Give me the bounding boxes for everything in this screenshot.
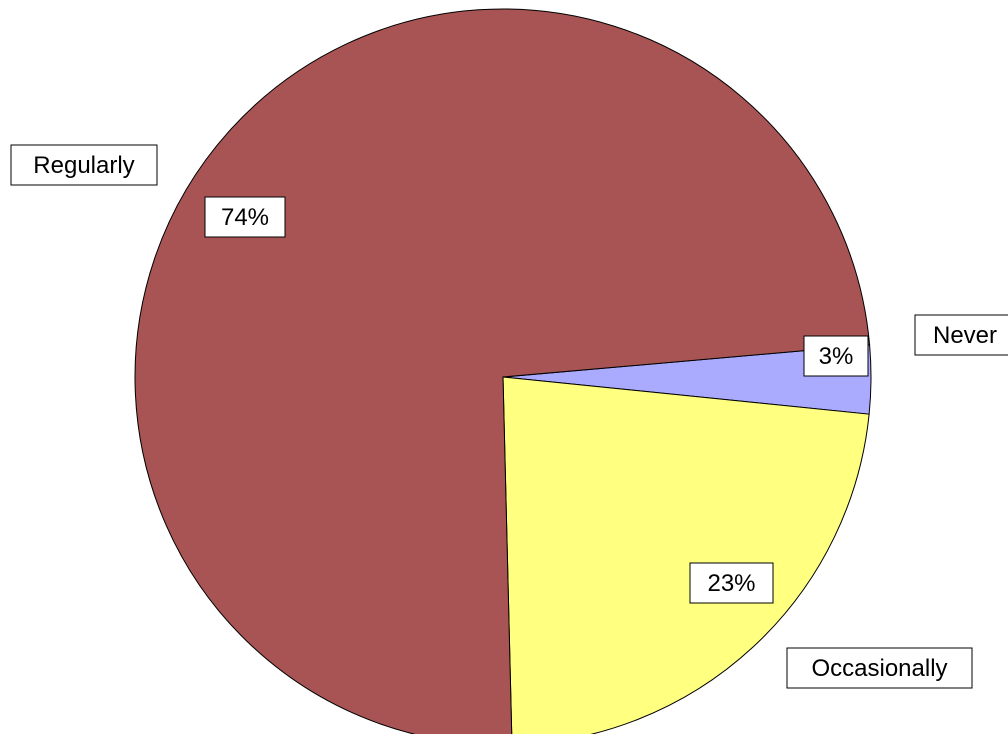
category-label-never-box xyxy=(914,314,1008,356)
data-label-never-box xyxy=(803,335,869,377)
category-label-occasionally-text: Occasionally xyxy=(811,655,947,682)
data-label-occasionally-text: 23% xyxy=(707,570,755,597)
category-label-regularly: Regularly xyxy=(10,144,158,186)
data-label-regularly-text: 74% xyxy=(221,204,269,231)
data-label-never: 3% xyxy=(803,335,869,377)
category-label-never: Never xyxy=(914,314,1008,356)
category-label-occasionally: Occasionally xyxy=(786,647,973,689)
pie-slices xyxy=(134,8,872,734)
category-label-never-text: Never xyxy=(933,322,997,349)
data-label-occasionally-box xyxy=(689,562,774,604)
pie-slice-regularly xyxy=(134,8,871,734)
pie-slice-occasionally xyxy=(502,376,870,734)
category-label-regularly-box xyxy=(10,144,158,186)
data-label-regularly: 74% xyxy=(204,196,286,238)
category-label-regularly-text: Regularly xyxy=(33,152,134,179)
data-label-never-text: 3% xyxy=(819,343,854,370)
data-label-regularly-box xyxy=(204,196,286,238)
category-label-occasionally-box xyxy=(786,647,973,689)
pie-labels: 3% Never 23% Occasionally 74% Regularly xyxy=(10,144,1008,689)
data-label-occasionally: 23% xyxy=(689,562,774,604)
